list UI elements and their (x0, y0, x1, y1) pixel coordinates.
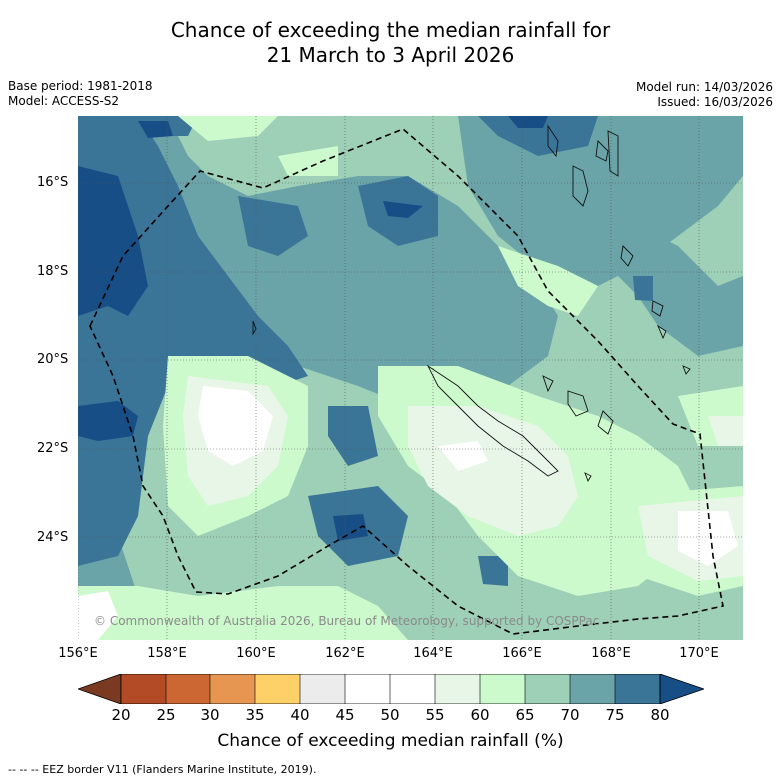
colorbar-tick-55: 55 (425, 706, 445, 724)
colorbar-bin-60-65 (480, 674, 525, 704)
lon-label-166e: 166°E (502, 646, 542, 661)
lat-label-22s: 22°S (37, 441, 69, 456)
colorbar-bin-75-80 (615, 674, 660, 704)
colorbar-tick-25: 25 (156, 706, 176, 724)
colorbar-bin-65-70 (525, 674, 570, 704)
lon-label-162e: 162°E (325, 646, 365, 661)
title-line-2: 21 March to 3 April 2026 (266, 43, 515, 67)
colorbar-tick-75: 75 (605, 706, 625, 724)
colorbar-outline (120, 674, 661, 704)
colorbar-bin-30-35 (210, 674, 255, 704)
map-title: Chance of exceeding the median rainfall … (0, 18, 781, 68)
colorbar-bin-40-45 (300, 674, 345, 704)
colorbar-tick-60: 60 (470, 706, 490, 724)
colorbar-bin-70-75 (570, 674, 615, 704)
colorbar-bin-35-40 (255, 674, 300, 704)
copyright-text: © Commonwealth of Australia 2026, Bureau… (94, 614, 600, 628)
colorbar-tick-45: 45 (335, 706, 355, 724)
colorbar-over-arrow (659, 674, 704, 704)
coastlines (252, 124, 691, 483)
lon-label-164e: 164°E (413, 646, 453, 661)
lon-label-170e: 170°E (679, 646, 719, 661)
colorbar (78, 674, 704, 704)
lat-label-20s: 20°S (37, 352, 69, 367)
colorbar-under-arrow (78, 674, 122, 704)
model-text: Model: ACCESS-S2 (8, 94, 120, 108)
lon-label-168e: 168°E (591, 646, 631, 661)
eez-border (89, 128, 724, 635)
model-run-text: Model run: 14/03/2026 (635, 80, 773, 94)
map-svg (78, 116, 743, 640)
graticule (78, 116, 743, 640)
lat-label-24s: 24°S (37, 530, 69, 545)
lon-label-156e: 156°E (58, 646, 98, 661)
contour-45-55 (78, 386, 738, 640)
eez-legend-note: -- -- -- EEZ border V11 (Flanders Marine… (8, 763, 317, 776)
lon-label-158e: 158°E (147, 646, 187, 661)
colorbar-bin-55-60 (435, 674, 480, 704)
colorbar-label: Chance of exceeding median rainfall (%) (217, 731, 564, 751)
rainfall-map[interactable]: © Commonwealth of Australia 2026, Bureau… (78, 116, 743, 640)
colorbar-bin-45-50 (345, 674, 390, 704)
colorbar-tick-20: 20 (111, 706, 131, 724)
lon-label-160e: 160°E (236, 646, 276, 661)
colorbar-tick-30: 30 (200, 706, 220, 724)
colorbar-dividers (165, 674, 616, 704)
base-period-text: Base period: 1981-2018 (8, 79, 153, 93)
lat-label-18s: 18°S (37, 264, 69, 279)
colorbar-bin-50-55 (390, 674, 435, 704)
title-line-1: Chance of exceeding the median rainfall … (170, 18, 611, 42)
lat-label-16s: 16°S (37, 175, 69, 190)
meta-left: Base period: 1981-2018 Model: ACCESS-S2 (8, 79, 153, 109)
issued-text: Issued: 16/03/2026 (657, 95, 773, 109)
colorbar-tick-50: 50 (380, 706, 400, 724)
colorbar-tick-80: 80 (650, 706, 670, 724)
colorbar-bin-25-30 (166, 674, 210, 704)
meta-right: Model run: 14/03/2026 Issued: 16/03/2026 (636, 80, 773, 110)
colorbar-tick-70: 70 (560, 706, 580, 724)
colorbar-tick-40: 40 (290, 706, 310, 724)
colorbar-tick-65: 65 (515, 706, 535, 724)
colorbar-bin-20-25 (121, 674, 166, 704)
contour-above-80 (78, 116, 548, 541)
colorbar-tick-35: 35 (245, 706, 265, 724)
